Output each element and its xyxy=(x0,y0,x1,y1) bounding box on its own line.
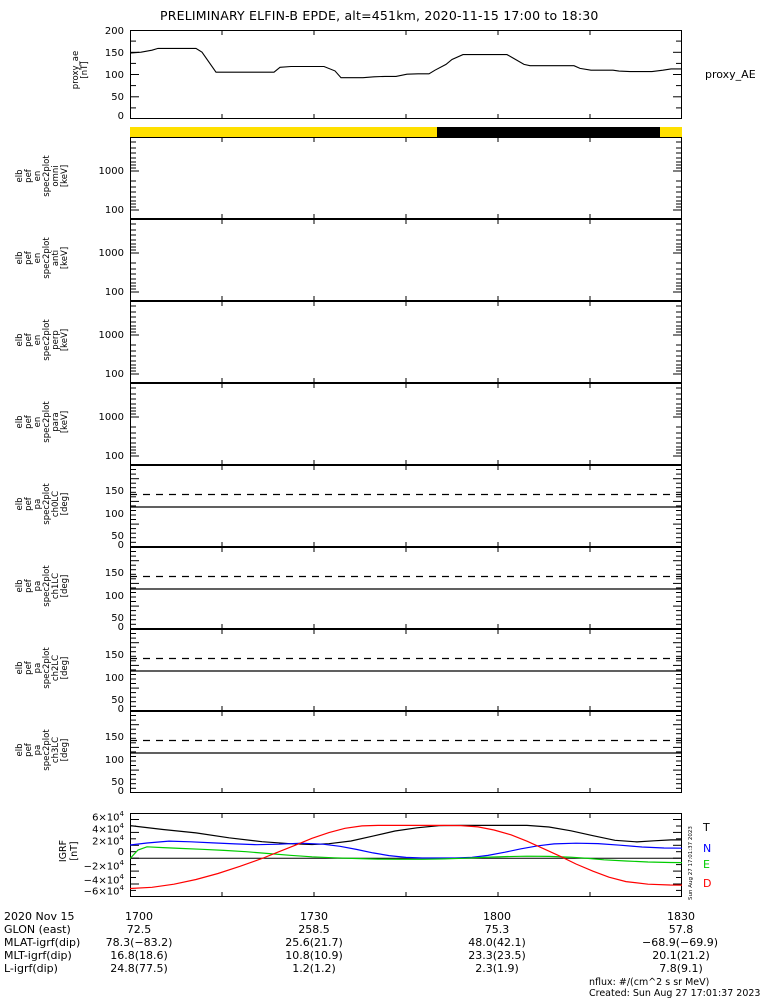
bottom-val-r4c1: 1.2(1.2) xyxy=(292,962,336,975)
figure-title: PRELIMINARY ELFIN-B EPDE, alt=451km, 202… xyxy=(160,8,599,23)
spec-omni-ytick-1000: 1000 xyxy=(98,166,124,177)
bottom-val-r1c0: 72.5 xyxy=(126,923,152,936)
panel-pa-ch2-plot xyxy=(130,629,682,711)
spec-para-ytick-100: 100 xyxy=(104,451,124,462)
bottom-val-r2c0: 78.3(−83.2) xyxy=(105,936,173,949)
panel-spec-para-ylabel: elb pef en spec2plot para [keV] xyxy=(15,401,70,443)
panel-spec-omni-plot xyxy=(130,137,682,219)
status-bar-segment-black xyxy=(437,127,660,137)
igrf-ytick-2e4: 2×104 xyxy=(92,834,124,848)
bottom-row-name-0: 2020 Nov 15 xyxy=(4,910,75,923)
panel-pa-ch1-ylabel: elb pef pa spec2plot ch1LC [deg] xyxy=(15,565,70,607)
bottom-val-r4c0: 24.8(77.5) xyxy=(110,962,168,975)
spec-para-ytick-1000: 1000 xyxy=(98,412,124,423)
bottom-val-r0c1: 1730 xyxy=(300,910,328,923)
bottom-row-name-2: MLAT-igrf(dip) xyxy=(4,936,81,949)
pa-ch2-ytick-0: 0 xyxy=(117,704,124,715)
spec-perp-ytick-100: 100 xyxy=(104,369,124,380)
panel-spec-perp-plot xyxy=(130,301,682,383)
spec-anti-ytick-100: 100 xyxy=(104,287,124,298)
panel-spec-anti-ylabel: elb pef en spec2plot anti [keV] xyxy=(15,237,70,279)
bottom-val-r3c3: 20.1(21.2) xyxy=(652,949,710,962)
pa-ch0-ytick-0: 0 xyxy=(117,540,124,551)
bottom-val-r1c3: 57.8 xyxy=(668,923,694,936)
panel-pa-ch1-plot xyxy=(130,547,682,629)
bottom-val-r1c1: 258.5 xyxy=(298,923,330,936)
orbit-status-bar xyxy=(130,127,682,137)
bottom-val-r3c0: 16.8(18.6) xyxy=(110,949,168,962)
panel-pa-ch0-ylabel: elb pef pa spec2plot ch0LC [deg] xyxy=(15,483,70,525)
pa-ch1-ytick-100: 100 xyxy=(104,591,124,602)
pa-ch0-ytick-150: 150 xyxy=(104,486,124,497)
bottom-row-name-1: GLON (east) xyxy=(4,923,71,936)
panel-proxy-ae-plot xyxy=(130,30,682,119)
proxy-ae-ytick-150: 150 xyxy=(104,48,124,59)
bottom-val-r1c2: 75.3 xyxy=(484,923,510,936)
igrf-trace-E xyxy=(130,846,682,864)
spec-omni-ytick-100: 100 xyxy=(104,205,124,216)
bottom-val-r0c3: 1830 xyxy=(667,910,695,923)
spec-perp-ytick-1000: 1000 xyxy=(98,330,124,341)
igrf-trace-N xyxy=(130,840,682,859)
spec-anti-ytick-1000: 1000 xyxy=(98,248,124,259)
footer-created-timestamp: Created: Sun Aug 27 17:01:37 2023 xyxy=(589,988,761,999)
proxy-ae-ytick-0: 0 xyxy=(117,111,124,122)
panel-pa-ch3-plot xyxy=(130,711,682,793)
igrf-legend-N: N xyxy=(703,842,712,855)
igrf-ytick-m2e4: −2×104 xyxy=(83,859,124,873)
pa-ch0-ytick-50: 50 xyxy=(111,531,124,542)
panel-pa-ch2-ylabel: elb pef pa spec2plot ch2LC [deg] xyxy=(15,647,70,689)
igrf-ytick-m4e4: −4×104 xyxy=(83,873,124,887)
pa-ch3-ytick-50: 50 xyxy=(111,777,124,788)
igrf-ytick-0: 0 xyxy=(117,847,124,858)
status-bar-segment-yellow-2 xyxy=(660,127,682,137)
pa-ch3-ytick-150: 150 xyxy=(104,732,124,743)
igrf-trace-T xyxy=(130,824,682,846)
bottom-val-r4c3: 7.8(9.1) xyxy=(659,962,703,975)
panel-spec-perp-ylabel: elb pef en spec2plot perp [keV] xyxy=(15,319,70,361)
pa-ch0-ytick-100: 100 xyxy=(104,509,124,520)
pa-ch2-ytick-50: 50 xyxy=(111,695,124,706)
proxy-ae-right-label: proxy_AE xyxy=(705,68,756,81)
bottom-val-r0c2: 1800 xyxy=(483,910,511,923)
bottom-val-r0c0: 1700 xyxy=(125,910,153,923)
bottom-val-r3c2: 23.3(23.5) xyxy=(468,949,526,962)
pa-ch1-ytick-0: 0 xyxy=(117,622,124,633)
bottom-row-name-3: MLT-igrf(dip) xyxy=(4,949,72,962)
bottom-row-name-4: L-igrf(dip) xyxy=(4,962,58,975)
panel-spec-anti-plot xyxy=(130,219,682,301)
bottom-val-r2c1: 25.6(21.7) xyxy=(285,936,343,949)
pa-ch3-ytick-0: 0 xyxy=(117,786,124,797)
panel-proxy-ae-ylabel: proxy_ae [nT] xyxy=(71,50,90,90)
igrf-ytick-4e4: 4×104 xyxy=(92,822,124,836)
status-bar-segment-yellow-1 xyxy=(130,127,437,137)
pa-ch2-ytick-100: 100 xyxy=(104,673,124,684)
pa-ch3-ytick-100: 100 xyxy=(104,755,124,766)
bottom-val-r2c3: −68.9(−69.9) xyxy=(641,936,718,949)
igrf-legend-T: T xyxy=(703,821,710,834)
bottom-label-table: 2020 Nov 15 GLON (east) MLAT-igrf(dip) M… xyxy=(0,910,775,975)
panel-spec-omni-ylabel: elb pef en spec2plot omni [keV] xyxy=(15,155,70,197)
panel-pa-ch0-plot xyxy=(130,465,682,547)
igrf-legend-E: E xyxy=(703,858,710,871)
bottom-val-r3c1: 10.8(10.9) xyxy=(285,949,343,962)
panel-pa-ch3-ylabel: elb pef pa spec2plot ch3LC [deg] xyxy=(15,729,70,771)
footer-nflux-units: nflux: #/(cm^2 s sr MeV) xyxy=(589,977,710,988)
igrf-trace-D xyxy=(130,824,682,890)
panel-igrf-plot xyxy=(130,813,682,897)
igrf-side-timestamp: Sun Aug 27 17:01:37 2023 xyxy=(688,826,694,900)
bottom-val-r2c2: 48.0(42.1) xyxy=(468,936,526,949)
proxy-ae-ytick-200: 200 xyxy=(104,26,124,37)
pa-ch1-ytick-150: 150 xyxy=(104,568,124,579)
pa-ch2-ytick-150: 150 xyxy=(104,650,124,661)
igrf-legend-D: D xyxy=(703,877,712,890)
proxy-ae-ytick-50: 50 xyxy=(111,92,124,103)
bottom-val-r4c2: 2.3(1.9) xyxy=(475,962,519,975)
igrf-ytick-6e4: 6×104 xyxy=(92,810,124,824)
pa-ch1-ytick-50: 50 xyxy=(111,613,124,624)
igrf-ytick-m6e4: −6×104 xyxy=(83,884,124,898)
proxy-ae-ytick-100: 100 xyxy=(104,70,124,81)
panel-spec-para-plot xyxy=(130,383,682,465)
